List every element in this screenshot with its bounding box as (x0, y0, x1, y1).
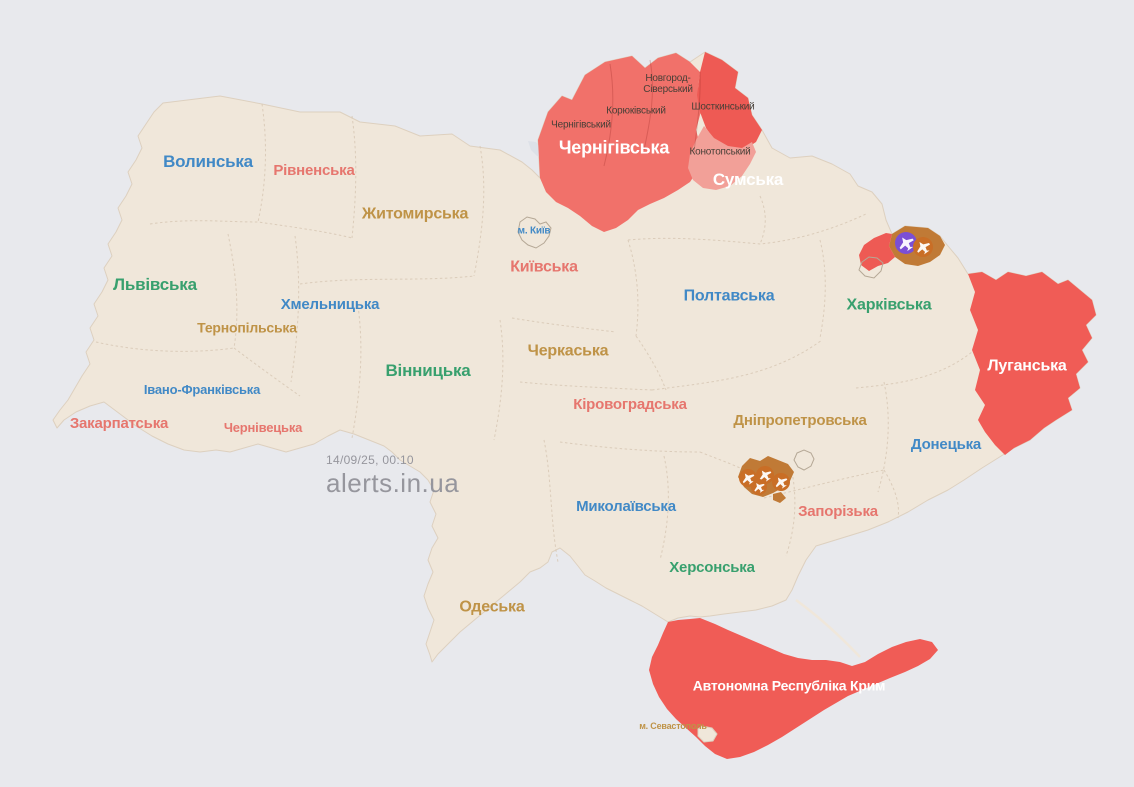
region-shostkynskyi-alert[interactable] (697, 52, 762, 150)
region-chernihivska-alert[interactable] (538, 53, 704, 232)
region-kharkiv-border-alert[interactable] (859, 233, 895, 271)
region-sevastopol[interactable] (697, 725, 718, 743)
oblast-borders (95, 103, 973, 563)
raion-borders (603, 59, 701, 167)
zaporizhzhia-city-outline[interactable] (793, 449, 815, 471)
drone-icon (899, 237, 914, 252)
uav-threat-marker[interactable] (751, 479, 767, 495)
uav-threat-marker[interactable] (772, 473, 790, 491)
kyiv-city-outline[interactable] (517, 216, 552, 249)
region-luhanska-alert[interactable] (968, 272, 1096, 455)
kharkiv-city-outline[interactable] (858, 256, 884, 279)
ukraine-landmass[interactable] (52, 51, 1097, 663)
threat-markers-layer (739, 232, 933, 495)
drone-icon (742, 473, 755, 485)
arabat-spit (795, 598, 861, 658)
region-konotopskyi-alert[interactable] (688, 126, 756, 190)
uav-threat-marker[interactable] (913, 237, 933, 257)
drone-icon (775, 477, 788, 489)
drone-icon (917, 241, 931, 255)
drone-icon (759, 470, 772, 482)
drone-icon (754, 482, 765, 493)
region-crimea-alert[interactable] (649, 618, 938, 759)
uav-threat-marker[interactable] (895, 232, 917, 254)
